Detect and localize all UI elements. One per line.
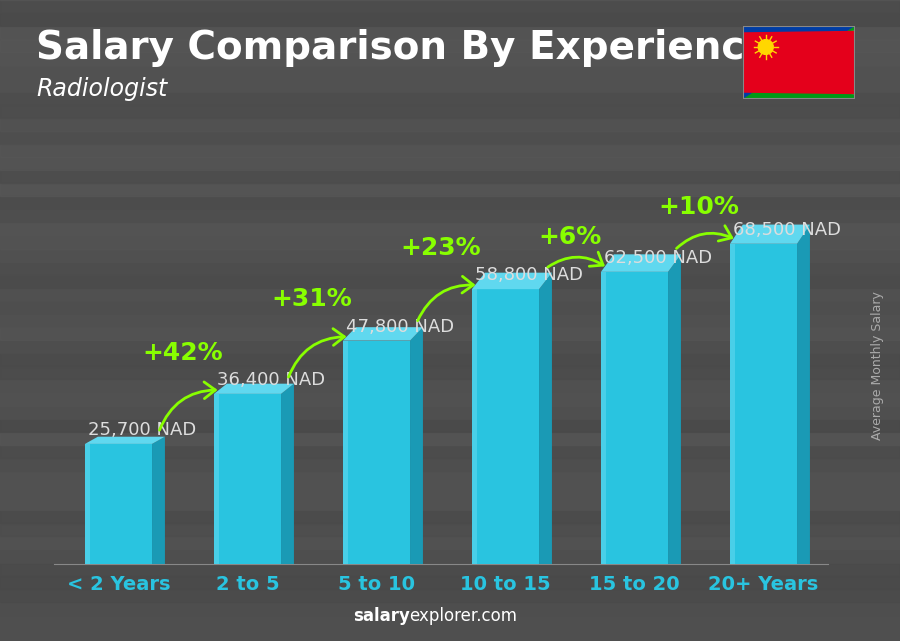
Polygon shape xyxy=(343,340,348,564)
Text: +42%: +42% xyxy=(143,341,223,365)
Bar xyxy=(0,367,900,379)
Bar xyxy=(0,615,900,628)
Text: Average Monthly Salary: Average Monthly Salary xyxy=(871,291,884,440)
Polygon shape xyxy=(85,444,152,564)
Polygon shape xyxy=(742,26,855,99)
FancyArrowPatch shape xyxy=(159,382,215,430)
Bar xyxy=(0,353,900,366)
Bar xyxy=(0,340,900,353)
Bar xyxy=(0,13,900,26)
Text: +10%: +10% xyxy=(659,195,740,219)
FancyArrowPatch shape xyxy=(289,329,345,377)
Bar xyxy=(0,471,900,484)
Bar xyxy=(0,171,900,183)
Bar xyxy=(0,485,900,497)
Polygon shape xyxy=(214,394,281,564)
Polygon shape xyxy=(730,244,797,564)
Text: 36,400 NAD: 36,400 NAD xyxy=(217,371,325,389)
Text: 47,800 NAD: 47,800 NAD xyxy=(346,318,454,336)
Polygon shape xyxy=(539,272,552,564)
Text: +23%: +23% xyxy=(400,237,482,260)
Polygon shape xyxy=(214,394,219,564)
Polygon shape xyxy=(343,327,423,340)
Bar xyxy=(0,406,900,419)
Bar xyxy=(0,118,900,131)
Polygon shape xyxy=(281,384,294,564)
Polygon shape xyxy=(472,289,539,564)
Bar xyxy=(0,131,900,144)
Polygon shape xyxy=(410,327,423,564)
Polygon shape xyxy=(472,289,477,564)
Bar xyxy=(0,537,900,549)
Bar xyxy=(0,197,900,210)
Bar xyxy=(0,53,900,65)
Bar xyxy=(0,40,900,53)
Bar xyxy=(0,0,900,13)
Circle shape xyxy=(758,40,773,54)
Bar xyxy=(0,210,900,222)
Polygon shape xyxy=(601,254,681,272)
Polygon shape xyxy=(152,437,165,564)
Text: Salary Comparison By Experience: Salary Comparison By Experience xyxy=(36,29,770,67)
Polygon shape xyxy=(85,437,165,444)
Bar xyxy=(0,524,900,537)
Polygon shape xyxy=(797,224,810,564)
Polygon shape xyxy=(601,272,606,564)
Bar xyxy=(0,105,900,118)
Bar xyxy=(0,328,900,340)
Polygon shape xyxy=(601,272,668,564)
Text: 68,500 NAD: 68,500 NAD xyxy=(733,221,841,239)
Bar xyxy=(0,249,900,262)
Polygon shape xyxy=(742,26,855,99)
FancyArrowPatch shape xyxy=(548,252,603,267)
Text: 62,500 NAD: 62,500 NAD xyxy=(604,249,712,267)
Bar xyxy=(0,144,900,157)
Bar xyxy=(0,275,900,288)
Polygon shape xyxy=(742,31,855,94)
Bar xyxy=(0,92,900,104)
Bar xyxy=(0,301,900,314)
Polygon shape xyxy=(85,444,90,564)
Bar xyxy=(0,589,900,602)
Bar xyxy=(0,576,900,588)
Bar xyxy=(0,157,900,170)
Bar xyxy=(0,314,900,327)
Bar xyxy=(0,288,900,301)
Bar xyxy=(0,497,900,510)
Bar xyxy=(0,445,900,458)
Bar xyxy=(0,628,900,641)
Bar xyxy=(0,432,900,445)
Text: 58,800 NAD: 58,800 NAD xyxy=(474,267,582,285)
Bar xyxy=(0,419,900,431)
Text: salary: salary xyxy=(353,607,410,625)
Bar xyxy=(0,379,900,392)
FancyArrowPatch shape xyxy=(677,226,732,249)
Text: +6%: +6% xyxy=(538,224,601,249)
Polygon shape xyxy=(730,224,810,244)
Bar xyxy=(0,26,900,39)
Bar xyxy=(0,236,900,249)
Bar xyxy=(0,550,900,563)
Text: 25,700 NAD: 25,700 NAD xyxy=(87,421,196,439)
Text: +31%: +31% xyxy=(272,287,353,312)
Bar xyxy=(0,602,900,615)
Text: explorer.com: explorer.com xyxy=(410,607,518,625)
Polygon shape xyxy=(214,384,294,394)
Bar xyxy=(0,65,900,78)
Polygon shape xyxy=(730,244,735,564)
Bar xyxy=(0,79,900,92)
Bar xyxy=(0,563,900,576)
FancyArrowPatch shape xyxy=(418,276,473,320)
Text: Radiologist: Radiologist xyxy=(36,77,167,101)
Bar xyxy=(0,510,900,523)
Bar xyxy=(0,393,900,406)
Bar xyxy=(0,262,900,275)
Polygon shape xyxy=(668,254,681,564)
Bar xyxy=(0,183,900,196)
Bar xyxy=(0,222,900,235)
Polygon shape xyxy=(343,340,410,564)
Polygon shape xyxy=(472,272,552,289)
Polygon shape xyxy=(742,31,855,94)
Bar xyxy=(0,458,900,471)
